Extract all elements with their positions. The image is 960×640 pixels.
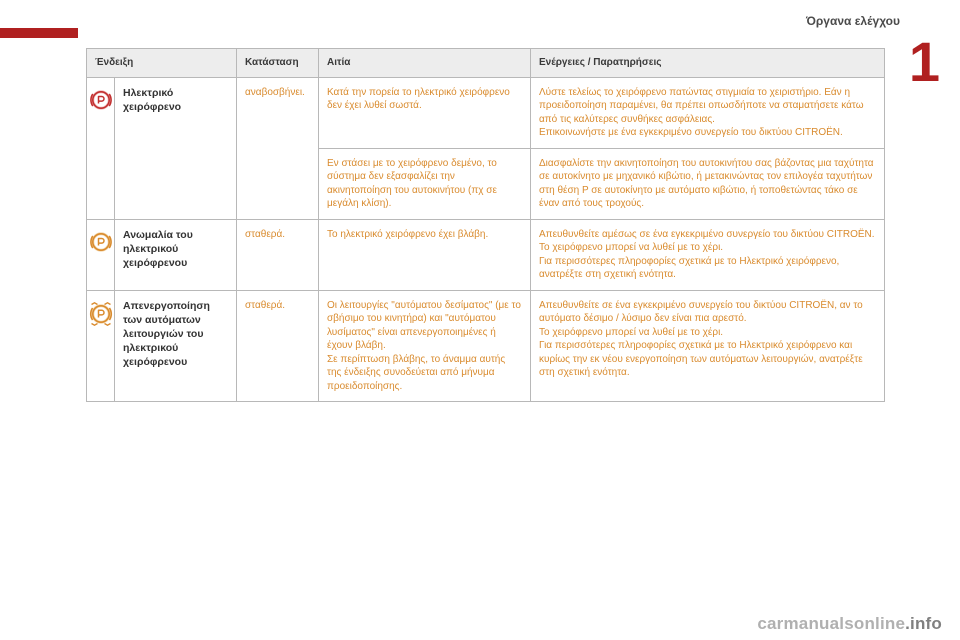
electric-parking-brake-red-icon: [87, 88, 114, 112]
row-label: Ηλεκτρικό χειρόφρενο: [115, 77, 237, 219]
row-cause: Το ηλεκτρικό χειρόφρενο έχει βλάβη.: [319, 219, 531, 290]
section-number: 1: [909, 34, 940, 90]
row-action: Διασφαλίστε την ακινητοποίηση του αυτοκι…: [531, 148, 885, 219]
row-label: Ανωμαλία του ηλεκτρικού χειρόφρενου: [115, 219, 237, 290]
row-action: Απευθυνθείτε αμέσως σε ένα εγκεκριμένο σ…: [531, 219, 885, 290]
col-indicator: Ένδειξη: [87, 49, 237, 78]
icon-cell: [87, 219, 115, 290]
page-title: Όργανα ελέγχου: [806, 14, 900, 28]
row-cause: Οι λειτουργίες "αυτόματου δεσίματος" (με…: [319, 290, 531, 402]
row-state: σταθερά.: [237, 290, 319, 402]
table-row: Ηλεκτρικό χειρόφρενο αναβοσβήνει. Κατά τ…: [87, 77, 885, 148]
row-action: Απευθυνθείτε σε ένα εγκεκριμένο συνεργεί…: [531, 290, 885, 402]
electric-parking-brake-amber-icon: [87, 230, 114, 254]
col-actions: Ενέργειες / Παρατηρήσεις: [531, 49, 885, 78]
table-row: Ανωμαλία του ηλεκτρικού χειρόφρενου σταθ…: [87, 219, 885, 290]
row-cause: Εν στάσει με το χειρόφρενο δεμένο, το σύ…: [319, 148, 531, 219]
watermark-part2: .info: [905, 614, 942, 633]
watermark: carmanualsonline.info: [757, 614, 942, 634]
row-state: σταθερά.: [237, 219, 319, 290]
icon-cell: [87, 290, 115, 402]
col-cause: Αιτία: [319, 49, 531, 78]
warning-lights-table: Ένδειξη Κατάσταση Αιτία Ενέργειες / Παρα…: [86, 48, 885, 402]
row-cause: Κατά την πορεία το ηλεκτρικό χειρόφρενο …: [319, 77, 531, 148]
row-label: Απενεργοποίηση των αυτόματων λειτουργιών…: [115, 290, 237, 402]
accent-bar: [0, 28, 78, 38]
watermark-part1: carmanualsonline: [757, 614, 905, 633]
table-header-row: Ένδειξη Κατάσταση Αιτία Ενέργειες / Παρα…: [87, 49, 885, 78]
row-state: αναβοσβήνει.: [237, 77, 319, 219]
table-row: Απενεργοποίηση των αυτόματων λειτουργιών…: [87, 290, 885, 402]
col-state: Κατάσταση: [237, 49, 319, 78]
warning-lights-table-wrap: Ένδειξη Κατάσταση Αιτία Ενέργειες / Παρα…: [86, 48, 884, 402]
row-action: Λύστε τελείως το χειρόφρενο πατώντας στι…: [531, 77, 885, 148]
page: Όργανα ελέγχου 1 Ένδειξη Κατάσταση Αιτία…: [0, 0, 960, 640]
parking-brake-auto-off-icon: [87, 301, 114, 327]
icon-cell: [87, 77, 115, 219]
